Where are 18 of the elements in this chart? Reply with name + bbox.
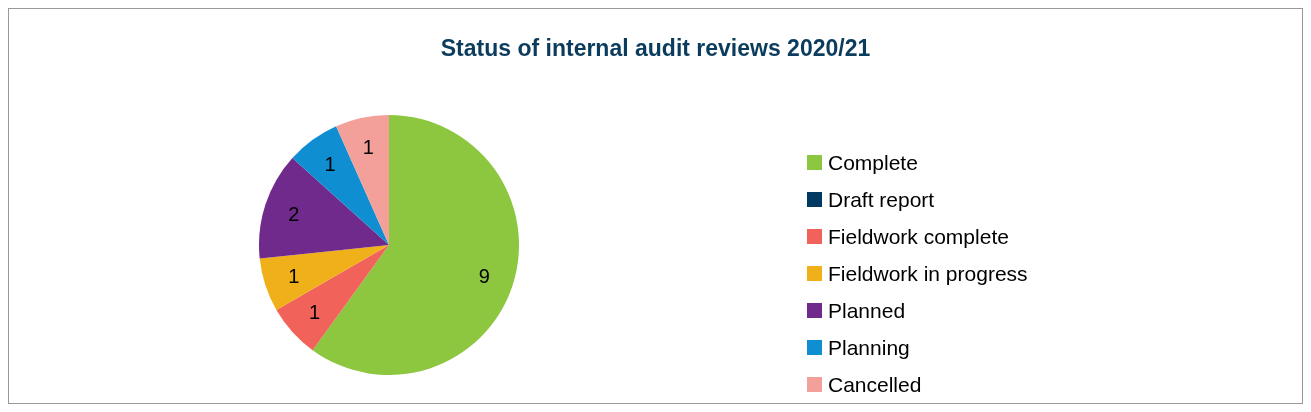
pie-slice: [259, 158, 389, 259]
legend-label: Planning: [828, 335, 910, 360]
data-label: 1: [362, 136, 374, 159]
pie-slice: [276, 245, 389, 351]
legend-label: Complete: [828, 150, 918, 175]
legend-label: Fieldwork in progress: [828, 261, 1028, 286]
legend-label: Fieldwork complete: [828, 224, 1009, 249]
data-label: 9: [478, 264, 490, 287]
legend-label: Planned: [828, 298, 906, 323]
legend-label: Cancelled: [828, 372, 922, 397]
data-label: 2: [288, 203, 300, 226]
data-label: 1: [288, 264, 300, 287]
data-label: 1: [309, 300, 321, 323]
legend-label: Draft report: [828, 187, 935, 212]
chart-title: Status of internal audit reviews 2020/21: [439, 35, 872, 62]
pie-slice: [312, 115, 519, 375]
pie-slice: [336, 115, 389, 245]
data-label: 1: [324, 153, 336, 176]
